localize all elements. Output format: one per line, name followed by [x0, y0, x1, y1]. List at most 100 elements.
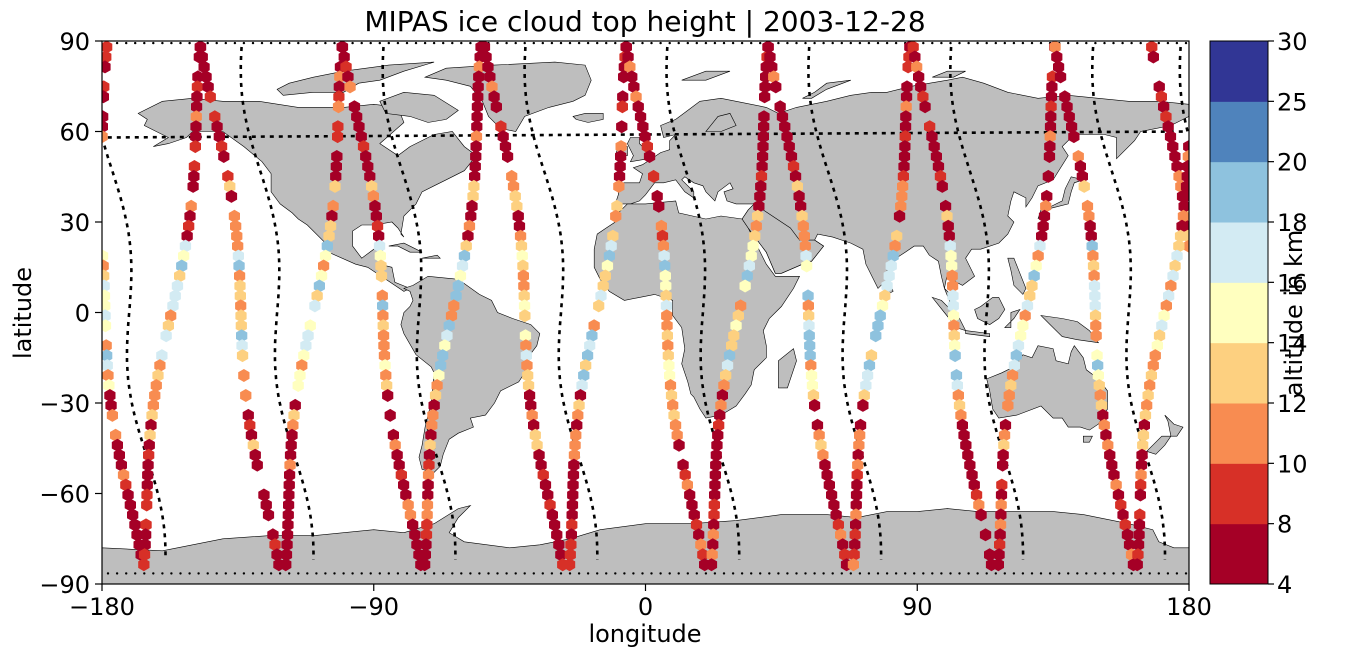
cloud-point-690	[1076, 169, 1088, 183]
cloud-point-59	[188, 169, 200, 183]
cloud-point-399	[651, 189, 663, 203]
cloud-point-263	[445, 309, 458, 323]
cloud-point-144	[333, 90, 345, 104]
south-pole-dot	[288, 572, 291, 575]
north-pole-dot	[849, 41, 852, 45]
cloud-point-384	[564, 548, 576, 562]
south-pole-dot	[967, 572, 970, 575]
cloud-point-656	[1017, 319, 1029, 333]
cloud-point-204	[371, 219, 384, 233]
cloud-point-75	[156, 349, 168, 363]
south-pole-dot	[1085, 572, 1088, 575]
north-pole-dot	[813, 41, 816, 45]
south-pole-dot	[867, 572, 871, 575]
cloud-point-296	[495, 120, 507, 134]
cloud-point-758	[1147, 359, 1159, 373]
cloud-point-211	[377, 299, 389, 313]
north-pole-dot	[777, 41, 780, 45]
orbit-tracks	[102, 41, 1189, 575]
cloud-point-589	[917, 90, 929, 104]
cloud-point-362	[586, 329, 598, 343]
cloud-point-287	[419, 548, 431, 562]
cloud-point-85	[143, 448, 155, 462]
cloud-point-83	[144, 428, 156, 442]
cloud-point-81	[146, 408, 158, 422]
cloud-point-361	[588, 319, 600, 333]
cloud-point-8	[1167, 140, 1179, 154]
cloud-point-218	[380, 369, 392, 382]
south-pole-dot	[1112, 572, 1115, 575]
cloud-point-219	[381, 379, 393, 392]
land-new-guinea	[1040, 315, 1100, 344]
cloud-point-643	[1041, 189, 1053, 203]
y-axis-label: latitude	[9, 267, 37, 359]
cloud-point-96	[195, 41, 207, 54]
cloud-point-5	[1160, 110, 1172, 124]
cloud-point-202	[369, 199, 381, 213]
cloud-point-598	[940, 199, 952, 213]
cloud-point-121	[235, 319, 247, 333]
cloud-point-158	[318, 259, 330, 273]
cloud-point-568	[857, 398, 869, 412]
cloud-point-348	[614, 160, 626, 173]
cloud-point-531	[835, 528, 847, 542]
cloud-point-332	[544, 498, 556, 512]
south-pole-dot	[1103, 572, 1106, 575]
cloud-point-55	[190, 120, 202, 134]
north-pole-dot	[940, 41, 943, 45]
cloud-point-388	[624, 60, 636, 74]
cloud-point-587	[913, 70, 925, 84]
cloud-point-285	[420, 528, 433, 542]
cloud-point-264	[443, 319, 455, 333]
cloud-point-365	[580, 359, 592, 373]
cloud-point-458	[739, 279, 751, 293]
south-pole-dot	[1030, 572, 1034, 575]
cloud-point-217	[379, 359, 391, 373]
south-pole-dot	[750, 572, 753, 575]
cloud-point-448	[755, 179, 767, 193]
cloud-point-155	[323, 229, 335, 243]
cloud-point-663	[1003, 389, 1015, 402]
south-pole-dot	[650, 572, 653, 575]
north-pole-dot	[867, 41, 871, 45]
cloud-point-22	[102, 279, 110, 293]
cloud-point-86	[142, 458, 154, 472]
south-pole-dot	[278, 572, 282, 575]
north-pole-dot	[423, 41, 427, 45]
north-pole-dot	[750, 41, 753, 45]
cloud-point-258	[456, 259, 469, 273]
cloud-point-198	[362, 160, 374, 173]
north-pole-dot	[260, 41, 264, 45]
cloud-point-749	[1167, 269, 1179, 283]
cloud-point-716	[1104, 448, 1116, 462]
cloud-point-320	[522, 379, 535, 392]
colorbar-tick-label: 14	[1277, 330, 1308, 358]
cloud-point-439	[759, 80, 771, 94]
cloud-point-97	[196, 50, 208, 64]
cloud-point-591	[924, 120, 936, 134]
cloud-point-27	[102, 339, 112, 353]
cloud-point-449	[754, 189, 766, 203]
cloud-point-755	[1153, 329, 1166, 343]
cloud-point-352	[610, 209, 622, 223]
cloud-point-540	[900, 100, 912, 114]
cloud-point-334	[549, 518, 561, 532]
cloud-point-406	[659, 269, 671, 283]
colorbar-bin-2	[1210, 403, 1268, 464]
south-pole-dot	[614, 572, 617, 575]
south-pole-dot	[260, 572, 264, 575]
cloud-point-640	[1044, 140, 1056, 154]
south-pole-dot	[1157, 572, 1161, 575]
north-pole-dot	[405, 41, 409, 45]
south-pole-dot	[242, 572, 246, 575]
cloud-point-53	[191, 100, 203, 114]
land-java	[965, 330, 991, 337]
cloud-point-681	[1053, 60, 1065, 74]
cloud-point-369	[573, 398, 585, 412]
south-pole-dot	[541, 572, 544, 575]
cloud-point-580	[849, 528, 861, 542]
cloud-point-92	[140, 528, 152, 542]
cloud-point-713	[1098, 418, 1110, 432]
cloud-point-724	[1121, 528, 1134, 542]
cloud-point-353	[607, 229, 619, 243]
